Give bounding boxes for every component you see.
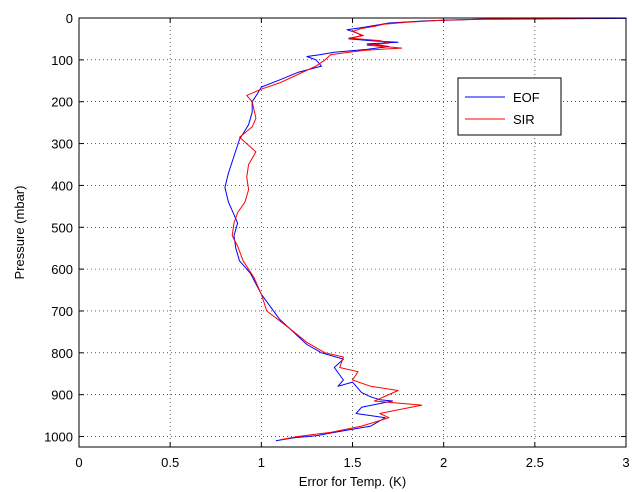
legend-label-eof: EOF [513,90,540,105]
y-tick-label: 100 [51,53,73,68]
y-tick-label: 200 [51,95,73,110]
y-tick-label: 1000 [44,430,73,445]
y-tick-label: 400 [51,178,73,193]
x-tick-label: 3 [622,455,629,470]
series-line-sir [231,18,626,441]
x-tick-label: 1 [258,455,265,470]
y-tick-label: 0 [66,11,73,26]
legend-box [457,77,562,136]
y-tick-label: 300 [51,137,73,152]
y-axis-title: Pressure (mbar) [12,186,27,280]
y-tick-label: 500 [51,220,73,235]
x-tick-label: 0 [75,455,82,470]
y-tick-label: 900 [51,388,73,403]
legend-label-sir: SIR [513,112,535,127]
x-tick-label: 1.5 [343,455,361,470]
x-tick-label: 2 [440,455,447,470]
axis-ticks: 0 0.5 1 1.5 2 2.5 3 0 100 200 300 400 500 600 700 800 90… [44,11,630,470]
y-tick-label: 600 [51,262,73,277]
x-tick-label: 2.5 [526,455,544,470]
y-tick-label: 700 [51,304,73,319]
y-tick-label: 800 [51,346,73,361]
x-axis-title: Error for Temp. (K) [299,474,406,489]
series-lines [224,18,626,442]
x-tick-label: 0.5 [161,455,179,470]
series-line-eof [224,18,626,442]
legend: EOF SIR [457,77,562,136]
